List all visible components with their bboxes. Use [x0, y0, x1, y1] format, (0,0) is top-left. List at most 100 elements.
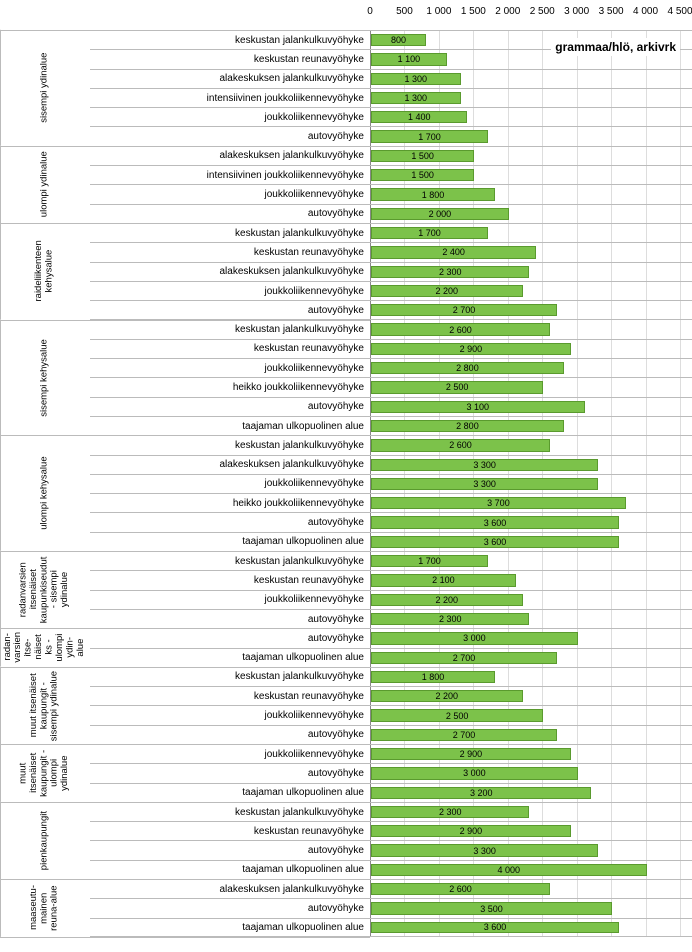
bar: 3 300	[371, 844, 598, 856]
bar-value: 2 800	[456, 421, 479, 431]
row-label: autovyöhyke	[90, 614, 370, 625]
chart-row: intensiivinen joukkoliikennevyöhyke1 300	[90, 88, 692, 107]
row-label: alakeskuksen jalankulkuvyöhyke	[90, 150, 370, 161]
chart-row: heikko joukkoliikennevyöhyke3 700	[90, 493, 692, 512]
bar-area: 1 800	[370, 185, 692, 203]
row-label: keskustan jalankulkuvyöhyke	[90, 324, 370, 335]
bar: 3 000	[371, 632, 578, 644]
bar: 1 100	[371, 53, 447, 65]
bar-value: 800	[391, 35, 406, 45]
chart-row: autovyöhyke3 100	[90, 397, 692, 416]
bar-area: 3 000	[370, 764, 692, 782]
row-label: joukkoliikennevyöhyke	[90, 189, 370, 200]
chart-row: joukkoliikennevyöhyke1 800	[90, 184, 692, 203]
bar: 2 500	[371, 381, 543, 393]
bar: 2 600	[371, 323, 550, 335]
group-label: muut itsenäiset kaupungit - ulompi ydina…	[0, 744, 88, 802]
bar: 2 300	[371, 806, 529, 818]
chart-row: keskustan jalankulkuvyöhyke 1 800	[90, 667, 692, 686]
chart-row: autovyöhyke3 600	[90, 512, 692, 531]
bar: 1 700	[371, 130, 488, 142]
rows-column: keskustan jalankulkuvyöhyke 800 keskustan …	[90, 30, 692, 937]
bar-value: 1 700	[418, 228, 441, 238]
row-label: joukkoliikennevyöhyke	[90, 112, 370, 123]
bar-value: 2 300	[439, 807, 462, 817]
chart-row: autovyöhyke3 000	[90, 763, 692, 782]
row-label: autovyöhyke	[90, 768, 370, 779]
bar-value: 2 700	[453, 305, 476, 315]
bar: 3 700	[371, 497, 626, 509]
bar-area: 1 700	[370, 127, 692, 145]
row-label: keskustan jalankulkuvyöhyke	[90, 556, 370, 567]
bar-area: 2 300	[370, 263, 692, 281]
bar-area: 4 000	[370, 861, 692, 879]
row-label: keskustan reunavyöhyke	[90, 54, 370, 65]
bar: 2 300	[371, 266, 529, 278]
chart-row: keskustan reunavyöhyke2 200	[90, 686, 692, 705]
row-label: alakeskuksen jalankulkuvyöhyke	[90, 73, 370, 84]
chart-row: alakeskuksen jalankulkuvyöhyke2 600	[90, 879, 692, 898]
bar-area: 2 700	[370, 301, 692, 319]
row-label: taajaman ulkopuolinen alue	[90, 864, 370, 875]
row-label: autovyöhyke	[90, 903, 370, 914]
bar: 2 900	[371, 748, 571, 760]
chart-row: joukkoliikennevyöhyke2 200	[90, 281, 692, 300]
bar: 3 600	[371, 536, 619, 548]
row-label: joukkoliikennevyöhyke	[90, 594, 370, 605]
bar-value: 2 100	[432, 575, 455, 585]
bar-area: 2 600	[370, 436, 692, 454]
bar: 2 000	[371, 208, 509, 220]
bar-value: 3 200	[470, 788, 493, 798]
bar-area: 2 200	[370, 282, 692, 300]
chart-body: sisempi ydinalueulompi ydinalueraideliik…	[0, 30, 692, 937]
bar-area: 3 500	[370, 899, 692, 917]
bar-value: 2 200	[436, 286, 459, 296]
chart-row: taajaman ulkopuolinen alue2 700	[90, 648, 692, 667]
bar-value: 3 100	[467, 402, 490, 412]
row-label: keskustan reunavyöhyke	[90, 247, 370, 258]
row-label: autovyöhyke	[90, 517, 370, 528]
bar-value: 2 900	[460, 826, 483, 836]
bar-value: 2 200	[436, 595, 459, 605]
bar: 2 600	[371, 883, 550, 895]
group-label: sisempi kehysalue	[0, 320, 88, 436]
row-label: keskustan reunavyöhyke	[90, 575, 370, 586]
bar-area: 2 900	[370, 822, 692, 840]
chart-row: alakeskuksen jalankulkuvyöhyke3 300	[90, 455, 692, 474]
bar-value: 3 000	[463, 633, 486, 643]
chart-row: joukkoliikennevyöhyke 1 400	[90, 107, 692, 126]
bar: 1 500	[371, 169, 474, 181]
row-label: autovyöhyke	[90, 131, 370, 142]
bar-value: 2 600	[449, 325, 472, 335]
bar-area: 3 700	[370, 494, 692, 512]
bar-value: 2 600	[449, 440, 472, 450]
bar-value: 1 700	[418, 556, 441, 566]
row-label: joukkoliikennevyöhyke	[90, 363, 370, 374]
row-label: keskustan reunavyöhyke	[90, 343, 370, 354]
row-label: heikko joukkoliikennevyöhyke	[90, 382, 370, 393]
bar: 1 800	[371, 188, 495, 200]
bar-area: 3 300	[370, 456, 692, 474]
chart-row: joukkoliikennevyöhyke2 500	[90, 705, 692, 724]
row-label: joukkoliikennevyöhyke	[90, 478, 370, 489]
bar-value: 1 700	[418, 132, 441, 142]
row-label: autovyöhyke	[90, 633, 370, 644]
group-label: maaseutu- mainen reuna-alue	[0, 879, 88, 937]
bar-value: 2 200	[436, 691, 459, 701]
bar: 2 200	[371, 285, 523, 297]
bar-value: 3 300	[473, 460, 496, 470]
bar-value: 1 800	[422, 672, 445, 682]
bar-value: 1 400	[408, 112, 431, 122]
row-label: keskustan jalankulkuvyöhyke	[90, 440, 370, 451]
chart-row: taajaman ulkopuolinen alue2 800	[90, 416, 692, 435]
bar: 3 200	[371, 787, 591, 799]
bar: 3 600	[371, 516, 619, 528]
bar-area: 1 800	[370, 668, 692, 686]
bar: 1 800	[371, 671, 495, 683]
bar-area: 2 300	[370, 803, 692, 821]
row-label: keskustan jalankulkuvyöhyke	[90, 671, 370, 682]
bar: 2 700	[371, 729, 557, 741]
bar-area: 1 400	[370, 108, 692, 126]
bar-area: 2 200	[370, 591, 692, 609]
chart-row: autovyöhyke2 300	[90, 609, 692, 628]
